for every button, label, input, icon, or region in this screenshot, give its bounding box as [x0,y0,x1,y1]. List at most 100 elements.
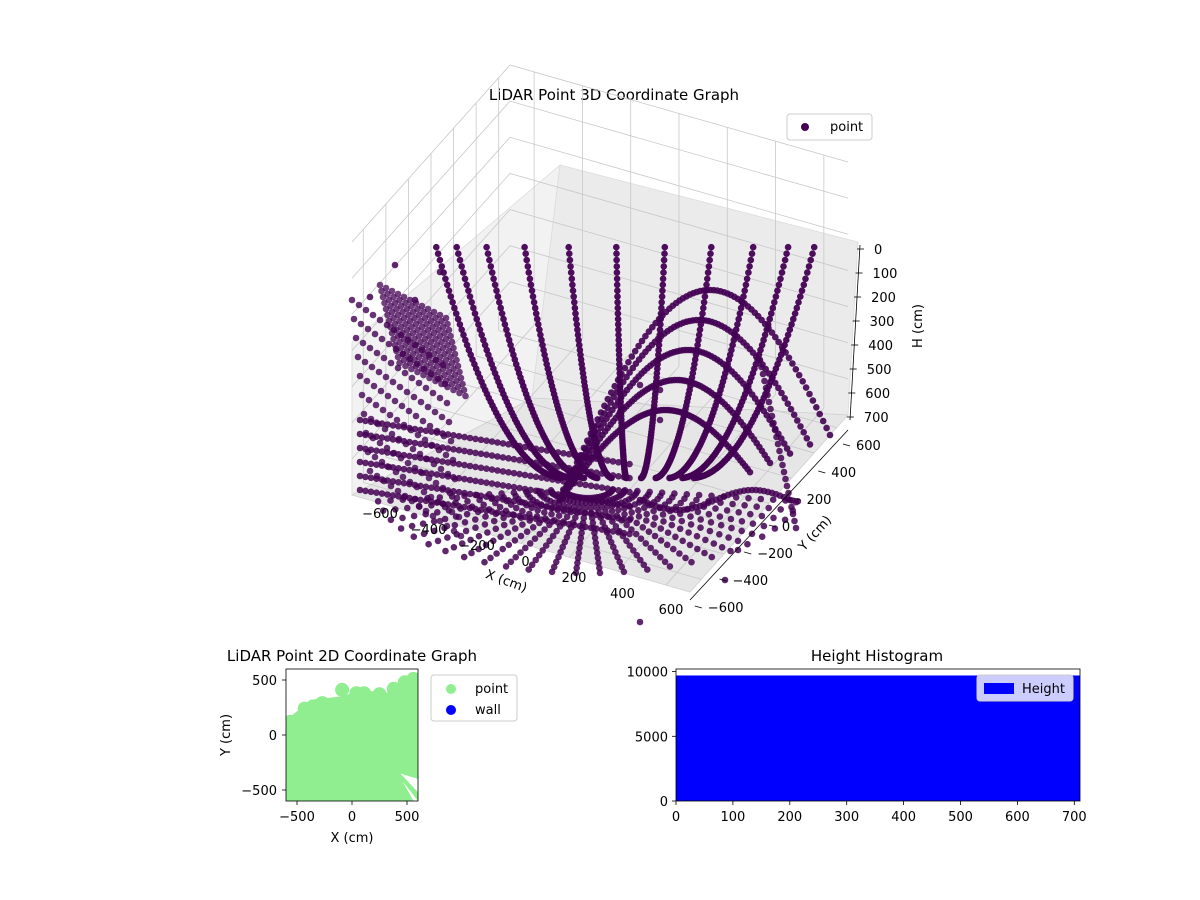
point-marker [767,405,774,413]
point-marker [626,530,633,538]
point-marker [789,510,797,518]
y-tick-label: 0 [782,520,790,535]
y-tick-mark [694,605,702,609]
point-marker [460,553,468,561]
point-marker [356,430,364,438]
point-marker [630,547,637,554]
point-marker [424,305,432,313]
point-marker [466,448,474,456]
y-tick-label: −200 [757,547,793,562]
point-marker [679,537,686,545]
point-marker [509,518,516,525]
point-marker [696,326,704,334]
point-marker [747,510,754,518]
point-marker [747,256,755,264]
point-marker [788,321,795,328]
point-2d-marker [357,686,372,701]
point-marker [578,529,585,537]
point-marker [693,496,700,504]
point-marker [803,435,811,442]
point-marker [576,452,584,460]
point-marker [461,275,469,283]
point-marker [710,540,718,547]
point-marker [656,386,664,394]
point-marker [499,468,507,475]
point-marker [758,341,766,349]
point-marker [525,566,532,573]
point-marker [670,545,677,553]
chart-3d-z-ticks: 0 100 200 300 400 500 600 700 [846,243,897,426]
point-marker [705,263,713,270]
point-marker [367,418,375,426]
point-marker [615,341,623,349]
point-marker [598,526,606,533]
point-marker [613,388,621,396]
point-marker [549,490,556,497]
point-marker [676,550,683,557]
point-marker [444,487,452,494]
point-marker [456,368,463,376]
point-marker [765,398,773,406]
point-marker [783,445,791,452]
point-marker [569,281,576,289]
point-marker [428,428,435,436]
point-marker [362,417,369,425]
point-marker [417,468,424,476]
point-marker [813,404,820,411]
point-marker [762,384,770,392]
point-marker [615,336,622,344]
point-marker [543,461,551,468]
point-marker [519,521,526,528]
point-marker [367,446,375,454]
point-marker [411,495,419,503]
point-marker [582,453,589,461]
point-marker [765,504,772,512]
point-marker [652,549,659,556]
point-marker [766,315,773,323]
point-marker [366,467,374,475]
point-marker [576,494,584,502]
chart-3d-legend-box [786,113,873,141]
point-marker [615,346,623,354]
point-marker [621,364,629,372]
point-marker [593,483,600,491]
point-marker [521,457,529,465]
point-marker [468,549,475,557]
point-marker [615,326,622,334]
point-marker [535,551,543,559]
point-marker [455,474,463,482]
point-marker [593,525,600,532]
point-marker [623,537,630,545]
point-marker [378,420,386,427]
point-marker [398,402,406,410]
point-marker [386,411,394,419]
y-tick-label: −600 [708,601,744,616]
point-marker [410,512,418,520]
point-marker [728,524,735,532]
point-marker [510,469,518,477]
chart-2d-legend-point: point [475,682,508,697]
point-marker [566,256,574,264]
point-marker [734,537,742,545]
point-marker [609,472,617,479]
point-marker [567,269,575,276]
point-marker [481,558,488,566]
point-marker [532,310,540,317]
point-marker [708,553,716,561]
point-marker [610,393,618,401]
point-marker [658,299,665,306]
point-marker [526,540,534,547]
point-marker [521,471,529,479]
point-marker [806,441,814,448]
point-marker [549,448,556,455]
point-marker [795,299,802,306]
point-marker [356,416,364,424]
point-marker [517,532,525,540]
point-marker [774,440,782,448]
point-marker [395,451,402,458]
y-tick-label: 600 [856,439,881,454]
histogram-legend-box [976,674,1074,702]
point-marker [522,250,529,257]
point-marker [376,316,384,324]
point-marker [758,363,765,371]
